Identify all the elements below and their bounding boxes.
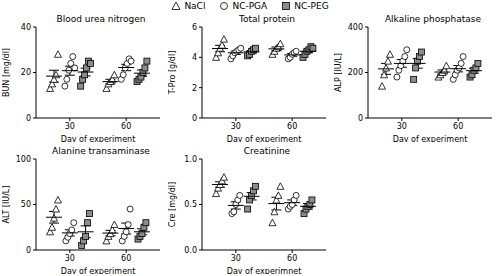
svg-text:Day of experimnet: Day of experimnet <box>227 267 302 274</box>
svg-text:BUN [mg/dl]: BUN [mg/dl] <box>8 48 11 97</box>
html-text:Creatinine: Creatinine <box>243 146 291 156</box>
svg-text:6: 6 <box>192 23 197 32</box>
svg-text:20: 20 <box>21 68 31 77</box>
svg-text:Day of experiment: Day of experiment <box>227 135 302 142</box>
svg-text:ALP [IU/L]: ALP [IU/L] <box>334 53 343 92</box>
svg-text:30: 30 <box>231 122 241 131</box>
html-text:NC-PEG: NC-PEG <box>294 1 329 11</box>
svg-text:400: 400 <box>348 23 363 32</box>
html-text:Blood urea nitrogen: Blood urea nitrogen <box>56 14 146 24</box>
svg-text:50: 50 <box>21 200 31 209</box>
svg-text:Day of experiment: Day of experiment <box>61 267 136 274</box>
svg-text:200: 200 <box>348 68 363 77</box>
svg-text:2: 2 <box>192 84 197 93</box>
svg-text:60: 60 <box>121 122 131 131</box>
svg-text:60: 60 <box>121 254 131 263</box>
svg-text:0: 0 <box>26 246 31 255</box>
svg-text:60: 60 <box>287 122 297 131</box>
svg-text:0: 0 <box>192 114 197 123</box>
svg-text:Day of experiment: Day of experiment <box>393 135 468 142</box>
html-text:Alkaline phosphatase: Alkaline phosphatase <box>384 14 482 24</box>
html-text:NaCl: NaCl <box>184 1 206 11</box>
html-text:Total protein: Total protein <box>239 14 295 24</box>
svg-text:30: 30 <box>65 254 75 263</box>
svg-text:30: 30 <box>65 122 75 131</box>
svg-text:1.0: 1.0 <box>184 155 197 164</box>
svg-text:Cre [mg/dl]: Cre [mg/dl] <box>168 182 177 227</box>
svg-text:0: 0 <box>358 114 363 123</box>
svg-text:0.0: 0.0 <box>184 246 197 255</box>
svg-text:60: 60 <box>287 254 297 263</box>
svg-text:30: 30 <box>231 254 241 263</box>
svg-text:0: 0 <box>26 114 31 123</box>
svg-text:40: 40 <box>21 23 31 32</box>
html-text:Alanine transaminase: Alanine transaminase <box>52 146 150 156</box>
svg-text:60: 60 <box>453 122 463 131</box>
svg-text:100: 100 <box>16 155 31 164</box>
svg-text:0.5: 0.5 <box>184 200 197 209</box>
svg-text:ALT [IU/L]: ALT [IU/L] <box>8 186 11 224</box>
svg-text:T-Pro [g/dl]: T-Pro [g/dl] <box>168 51 177 96</box>
svg-text:30: 30 <box>397 122 407 131</box>
html-text:NC-PGA: NC-PGA <box>232 1 268 11</box>
svg-text:Day of experiment: Day of experiment <box>61 135 136 142</box>
svg-text:4: 4 <box>192 53 197 62</box>
